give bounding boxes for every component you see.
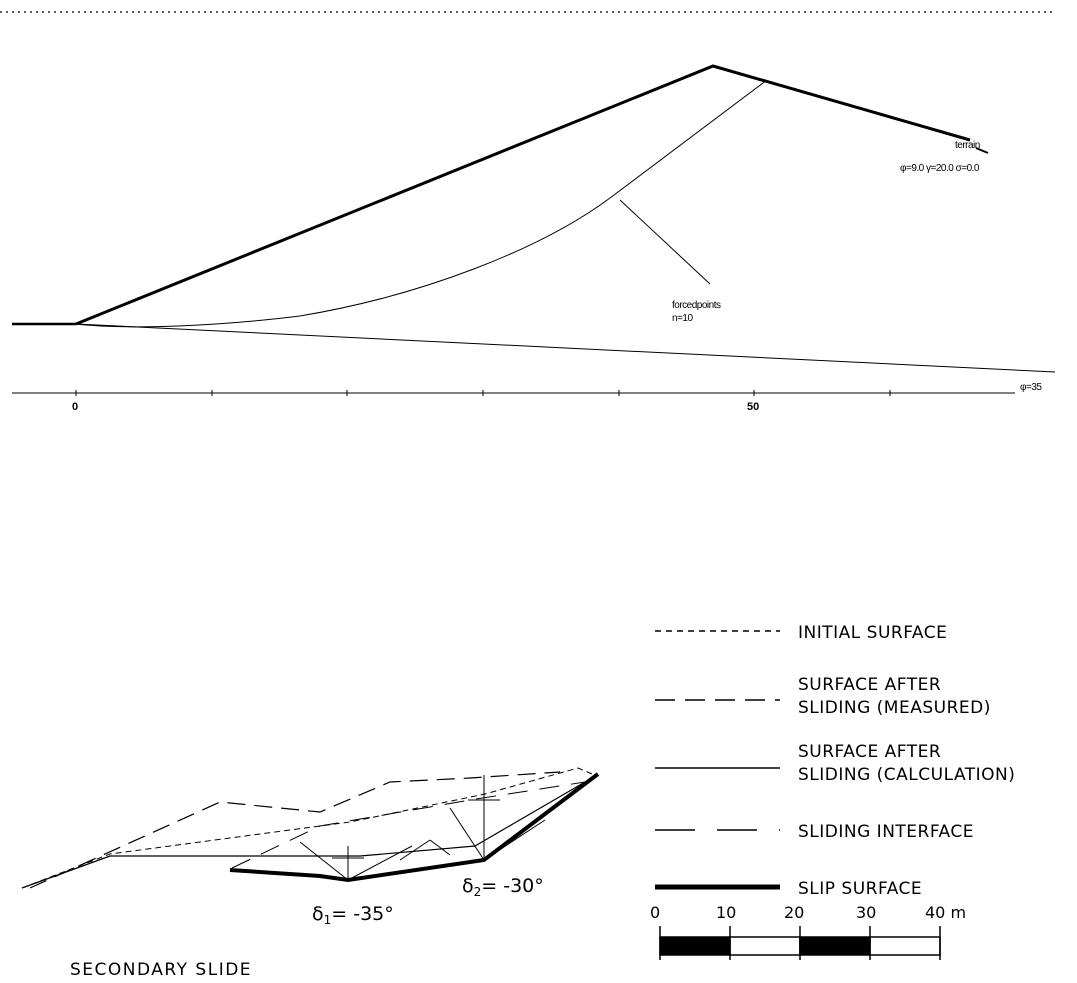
secondary-slide-diagram: δ1= -35° δ2= -30° SECONDARY SLIDE	[21, 767, 600, 980]
base-line	[75, 323, 1056, 373]
terrain-leader	[975, 147, 989, 154]
terrain-label: terrain	[955, 140, 980, 151]
axis-tick-label-0: 0	[72, 401, 78, 413]
delta1-label: δ1= -35°	[312, 903, 394, 927]
scale-bar: 0 10 20 30 40 m	[650, 903, 966, 960]
scale-label-10: 10	[716, 903, 736, 922]
delta2-label: δ2= -30°	[462, 875, 544, 899]
caption: SECONDARY SLIDE	[70, 960, 252, 980]
axis-phi-label: φ=35	[1020, 382, 1042, 393]
calculation-surface-line	[21, 781, 586, 889]
scale-segment-2	[729, 936, 801, 956]
construction-lines	[299, 775, 546, 881]
material-label: φ=9.0 γ=20.0 σ=0.0	[900, 163, 980, 174]
legend-label-interface: SLIDING INTERFACE	[798, 822, 974, 842]
slip-curve	[75, 79, 768, 328]
forcedpoints-count-label: n=10	[672, 313, 693, 324]
measured-surface-line	[29, 771, 561, 889]
scale-label-40m: 40 m	[925, 903, 966, 922]
sliding-interface-line	[231, 781, 586, 869]
scale-segment-1	[659, 936, 731, 956]
initial-surface-line	[21, 767, 598, 889]
scale-label-20: 20	[784, 903, 804, 922]
legend-label-measured-2: SLIDING (MEASURED)	[798, 698, 991, 718]
x-axis-ticks	[75, 390, 891, 396]
forcedpoints-leader	[619, 199, 711, 285]
legend-label-calculation-2: SLIDING (CALCULATION)	[798, 765, 1015, 785]
scale-segment-3	[799, 936, 871, 956]
scale-label-30: 30	[856, 903, 876, 922]
slope-face-line	[75, 64, 971, 326]
slope-cross-section: terrain φ=9.0 γ=20.0 σ=0.0 forcedpoints …	[12, 64, 1056, 413]
legend-label-calculation-1: SURFACE AFTER	[798, 742, 941, 762]
slip-surface-line	[229, 772, 600, 883]
scale-label-0: 0	[650, 903, 660, 922]
forcedpoints-label: forcedpoints	[672, 300, 721, 311]
legend-label-measured-1: SURFACE AFTER	[798, 675, 941, 695]
legend-label-slip: SLIP SURFACE	[798, 879, 922, 899]
axis-tick-label-50: 50	[747, 401, 759, 413]
scale-segment-4	[869, 936, 941, 956]
legend: INITIAL SURFACE SURFACE AFTER SLIDING (M…	[655, 623, 1015, 899]
legend-label-initial: INITIAL SURFACE	[798, 623, 947, 643]
